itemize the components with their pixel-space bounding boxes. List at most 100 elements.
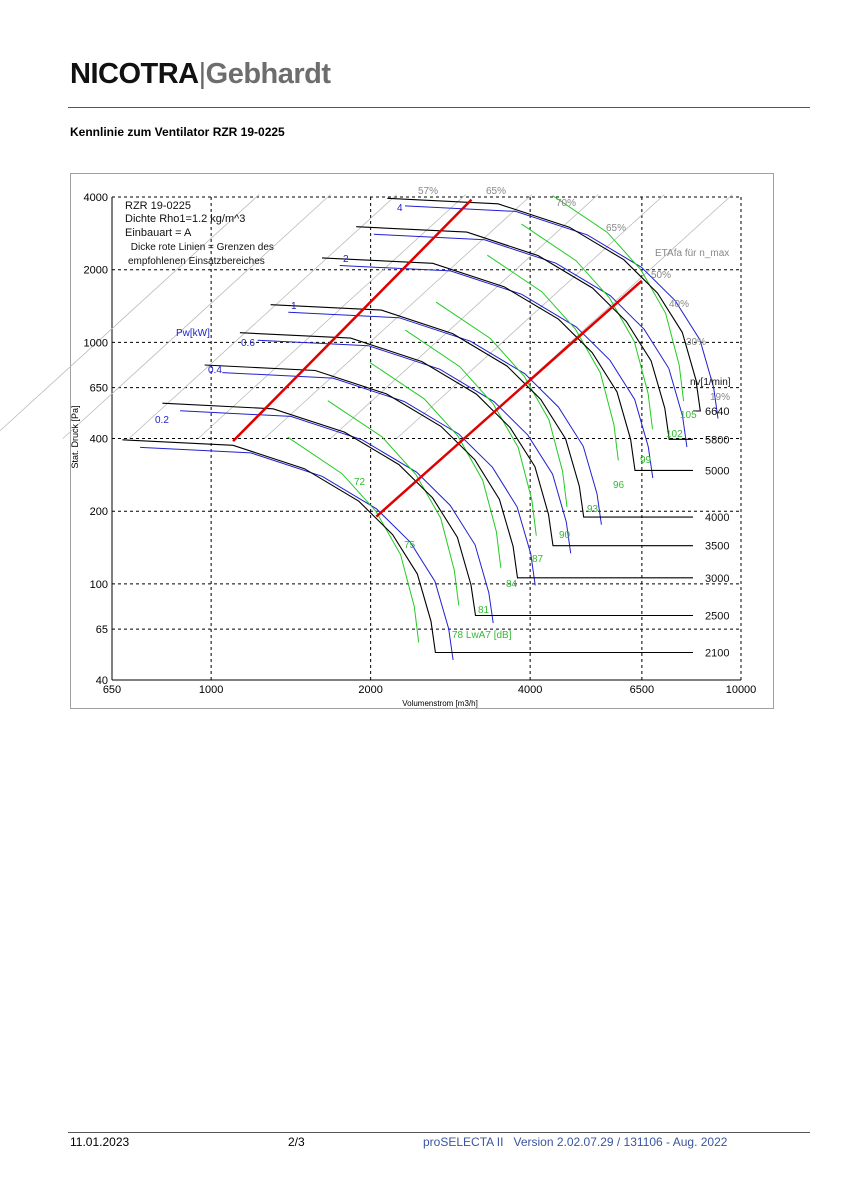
limit-lines — [232, 198, 643, 518]
power-curve — [222, 372, 536, 586]
speed-curve-3000 — [204, 364, 693, 579]
speed-curves — [122, 197, 701, 654]
x-tick-label: 4000 — [518, 684, 542, 696]
speed-curve-2100 — [122, 439, 693, 654]
x-axis-label: Volumenstrom [m3/h] — [402, 699, 478, 708]
logo-part-2: Gebhardt — [205, 58, 331, 90]
noise-labels: 72 75 78 LwA7 [dB] 81 84 87 90 93 96 99 … — [354, 410, 697, 641]
nicotra-gebhardt-logo: NICOTRA|Gebhardt — [70, 58, 331, 91]
speed-label: 2500 — [705, 610, 729, 622]
x-tick-label: 10000 — [726, 684, 757, 696]
y-tick-label: 65 — [96, 624, 108, 636]
info-box: RZR 19-0225 Dichte Rho1=1.2 kg/m^3 Einba… — [125, 200, 274, 267]
operating-limit-line — [375, 279, 643, 518]
speed-curve-2500 — [162, 402, 693, 617]
speed-labels: 6640 5800 5000 4000 3500 3000 2500 2100 — [705, 406, 729, 660]
speed-curve-3500 — [239, 332, 693, 547]
efficiency-label: 50% — [651, 270, 671, 281]
footer-page: 2/3 — [288, 1135, 305, 1149]
noise-label: 78 LwA7 [dB] — [452, 630, 512, 641]
logo-part-1: NICOTRA — [70, 58, 199, 90]
speed-label: 2100 — [705, 647, 729, 659]
efficiency-label: 70% — [556, 198, 576, 209]
noise-curve — [435, 301, 568, 508]
info-line: RZR 19-0225 — [125, 200, 191, 212]
efficiency-label: 57% — [418, 186, 438, 197]
efficiency-label: 19% — [710, 392, 730, 403]
power-label: 1 — [291, 301, 297, 312]
system-line — [128, 194, 397, 439]
system-line — [197, 194, 467, 439]
speed-label: 6640 — [705, 406, 729, 418]
footer-software-version: proSELECTA II Version 2.02.07.29 / 13110… — [423, 1135, 728, 1149]
y-axis-label: Stat. Druck [Pa] — [70, 405, 80, 468]
power-curve — [339, 265, 654, 479]
info-line: Dicke rote Linien = Grenzen des — [128, 242, 274, 253]
y-tick-label: 40 — [96, 675, 108, 687]
efficiency-lines — [0, 194, 733, 439]
noise-label: 75 — [404, 540, 416, 551]
noise-curve — [521, 223, 653, 430]
x-tick-label: 6500 — [630, 684, 654, 696]
info-line: Dichte Rho1=1.2 kg/m^3 — [125, 213, 245, 225]
y-tick-label: 100 — [90, 579, 108, 591]
noise-label: 72 — [354, 477, 366, 488]
speed-curve-5800 — [356, 226, 693, 440]
y-tick-label: 200 — [90, 506, 108, 518]
speed-label: 3500 — [705, 541, 729, 553]
speed-curve-5000 — [321, 257, 693, 471]
noise-label: 87 — [532, 554, 544, 565]
efficiency-label: 40% — [669, 299, 689, 310]
x-tick-label: 2000 — [358, 684, 382, 696]
header-divider — [68, 107, 810, 108]
power-curve — [140, 446, 454, 661]
x-tick-label: 1000 — [199, 684, 223, 696]
info-line: empfohlenen Einsatzbereiches — [128, 256, 265, 267]
noise-label: 105 — [680, 410, 697, 421]
logo-separator: | — [198, 58, 207, 90]
power-curve — [180, 410, 494, 624]
noise-curve — [287, 436, 420, 643]
speed-curve-6640 — [387, 197, 701, 412]
efficiency-label: 65% — [486, 186, 506, 197]
efficiency-label: 30% — [686, 337, 706, 348]
efficiency-label: 65% — [606, 223, 626, 234]
footer-date: 11.01.2023 — [70, 1135, 130, 1149]
speed-unit-label: nv[1/min] — [690, 377, 731, 388]
y-tick-label: 1000 — [84, 337, 108, 349]
page-title: Kennlinie zum Ventilator RZR 19-0225 — [70, 125, 285, 139]
power-curve — [404, 205, 719, 419]
info-line: Einbauart = A — [125, 227, 192, 239]
noise-label: 96 — [613, 480, 625, 491]
noise-curve — [552, 195, 685, 402]
noise-label: 81 — [478, 605, 490, 616]
power-curve — [373, 233, 688, 447]
power-labels: Pw[kW] 4 2 1 0.6 0.4 0.2 — [155, 203, 403, 426]
noise-label: 84 — [506, 579, 518, 590]
efficiency-label: ETAfa für n_max — [655, 248, 729, 259]
power-unit-label: Pw[kW] — [176, 328, 210, 339]
noise-curve — [369, 361, 502, 568]
noise-label: 102 — [666, 429, 683, 440]
power-label: 2 — [343, 254, 349, 265]
footer-divider — [68, 1132, 810, 1133]
power-noise-curves — [140, 195, 719, 661]
noise-label: 90 — [559, 530, 571, 541]
noise-curve — [487, 254, 619, 461]
chart-frame — [70, 173, 774, 709]
efficiency-labels: 57% 65% 70% 65% ETAfa für n_max 50% 40% … — [418, 186, 730, 403]
system-line — [330, 194, 599, 439]
speed-label: 5000 — [705, 465, 729, 477]
power-label: 4 — [397, 203, 403, 214]
power-curve — [257, 339, 572, 554]
system-line — [396, 194, 665, 439]
speed-label: 5800 — [705, 434, 729, 446]
system-line — [0, 194, 260, 432]
power-label: 0.4 — [208, 365, 222, 376]
system-line — [264, 194, 533, 439]
power-label: 0.6 — [241, 338, 255, 349]
power-label: 0.2 — [155, 415, 169, 426]
noise-curve — [405, 329, 537, 536]
